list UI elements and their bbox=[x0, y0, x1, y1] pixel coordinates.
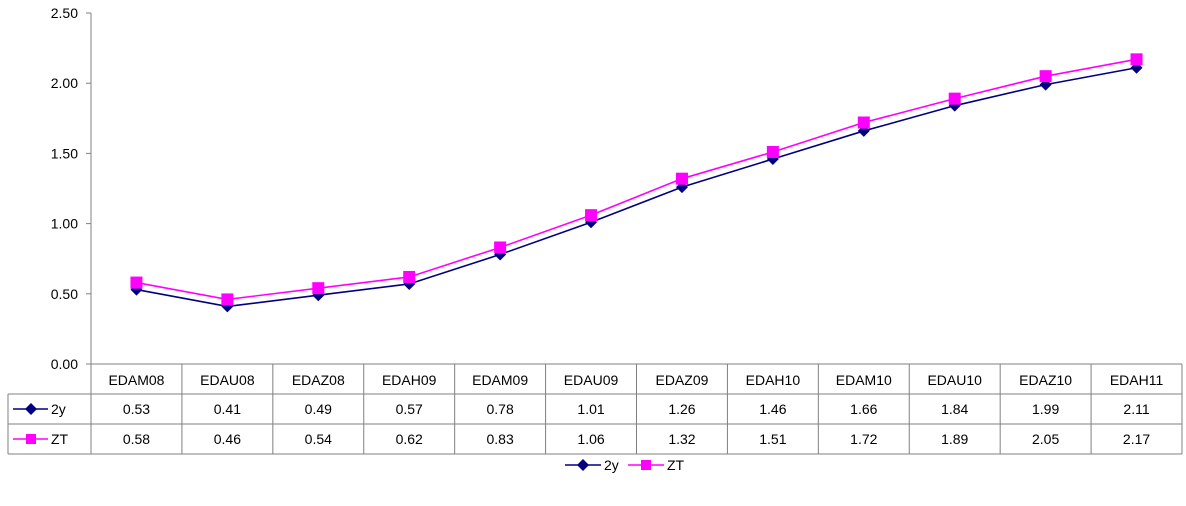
data-point bbox=[585, 209, 598, 222]
x-category-label: EDAZ10 bbox=[1019, 372, 1072, 388]
data-point bbox=[857, 116, 870, 129]
table-cell-value: 1.89 bbox=[941, 431, 968, 447]
table-cell-value: 2.17 bbox=[1123, 431, 1150, 447]
table-cell-value: 0.58 bbox=[123, 431, 150, 447]
y-tick-label: 1.00 bbox=[51, 216, 78, 232]
data-point bbox=[130, 276, 143, 289]
table-series-name: 2y bbox=[51, 401, 66, 417]
y-tick-label: 1.50 bbox=[51, 145, 78, 161]
table-cell-value: 1.26 bbox=[668, 401, 695, 417]
table-cell-value: 2.11 bbox=[1123, 401, 1149, 417]
data-point bbox=[1130, 61, 1143, 74]
x-category-label: EDAU10 bbox=[927, 372, 982, 388]
table-series-name: ZT bbox=[51, 431, 69, 447]
table-cell-value: 0.83 bbox=[487, 431, 514, 447]
series-line bbox=[136, 66, 1137, 308]
data-point bbox=[1130, 53, 1143, 66]
y-tick-label: 0.00 bbox=[51, 356, 78, 372]
y-tick-label: 2.00 bbox=[51, 75, 78, 91]
table-cell-value: 1.51 bbox=[759, 431, 786, 447]
table-cell-value: 1.66 bbox=[850, 401, 877, 417]
legend-label: 2y bbox=[604, 457, 619, 473]
table-cell-value: 1.72 bbox=[850, 431, 877, 447]
data-point bbox=[221, 293, 234, 306]
x-category-label: EDAU08 bbox=[200, 372, 255, 388]
table-cell-value: 0.41 bbox=[214, 401, 241, 417]
series-2y bbox=[130, 61, 1143, 313]
x-category-label: EDAU09 bbox=[564, 372, 619, 388]
table-cell-value: 0.57 bbox=[396, 401, 423, 417]
x-category-label: EDAZ08 bbox=[292, 372, 345, 388]
data-point bbox=[857, 124, 870, 137]
legend-label: ZT bbox=[667, 457, 685, 473]
x-category-label: EDAH09 bbox=[382, 372, 437, 388]
y-tick-label: 2.50 bbox=[51, 5, 78, 21]
x-category-label: EDAH10 bbox=[746, 372, 801, 388]
x-category-label: EDAZ09 bbox=[655, 372, 708, 388]
table-cell-value: 0.49 bbox=[305, 401, 332, 417]
table-cell-value: 0.62 bbox=[396, 431, 423, 447]
table-cell-value: 1.01 bbox=[577, 401, 604, 417]
legend-item-2y: 2y bbox=[565, 457, 619, 473]
legend-item-ZT: ZT bbox=[628, 457, 685, 473]
table-cell-value: 1.99 bbox=[1032, 401, 1059, 417]
table-legend-key-marker bbox=[26, 434, 36, 444]
table-legend-key-marker bbox=[25, 403, 37, 415]
series-line bbox=[136, 58, 1137, 301]
table-cell-value: 1.46 bbox=[759, 401, 786, 417]
table-cell-value: 1.84 bbox=[941, 401, 968, 417]
table-cell-value: 2.05 bbox=[1032, 431, 1059, 447]
data-point bbox=[494, 241, 507, 254]
legend-key-marker bbox=[641, 460, 651, 470]
series-ZT bbox=[130, 53, 1143, 306]
data-point bbox=[766, 145, 779, 158]
table-cell-value: 0.54 bbox=[305, 431, 332, 447]
table-cell-value: 0.78 bbox=[487, 401, 514, 417]
x-category-label: EDAH11 bbox=[1110, 372, 1164, 388]
x-category-label: EDAM09 bbox=[472, 372, 528, 388]
x-category-label: EDAM10 bbox=[836, 372, 892, 388]
data-point bbox=[675, 172, 688, 185]
x-category-label: EDAM08 bbox=[108, 372, 164, 388]
data-point bbox=[948, 92, 961, 105]
data-point bbox=[312, 282, 325, 295]
table-cell-value: 0.53 bbox=[123, 401, 150, 417]
table-cell-value: 1.32 bbox=[668, 431, 695, 447]
y-tick-label: 0.50 bbox=[51, 286, 78, 302]
data-point bbox=[403, 270, 416, 283]
legend-key-marker bbox=[577, 459, 589, 471]
table-cell-value: 0.46 bbox=[214, 431, 241, 447]
data-point bbox=[1039, 70, 1052, 83]
table-cell-value: 1.06 bbox=[577, 431, 604, 447]
